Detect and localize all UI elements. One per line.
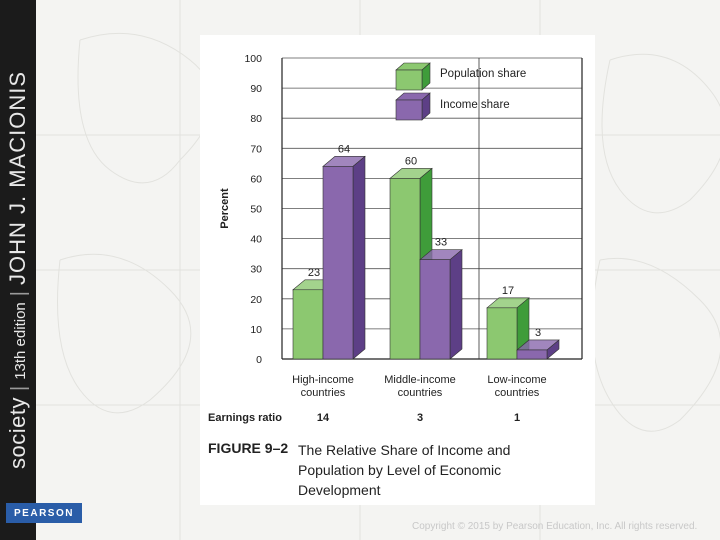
y-tick-label: 20 [250, 294, 262, 306]
population-bar-value-label: 23 [308, 267, 320, 279]
income-bar [322, 166, 354, 360]
legend-label-population: Population share [440, 68, 526, 80]
x-category-label: Middle-income [384, 374, 456, 386]
income-bar-side [449, 249, 463, 360]
book-spine: society|13th edition|JOHN J. MACIONIS [0, 0, 36, 540]
y-tick-label: 30 [250, 264, 262, 276]
y-tick-label: 0 [256, 354, 262, 366]
legend-label-income: Income share [440, 99, 510, 111]
income-bar-value-label: 33 [435, 237, 447, 249]
figure-caption-text: The Relative Share of Income and Populat… [298, 442, 511, 498]
y-axis-label: Percent [219, 188, 231, 229]
population-bar-value-label: 17 [502, 285, 514, 297]
earnings-ratio-label: Earnings ratio [208, 412, 282, 424]
income-bar [516, 349, 548, 360]
population-bar [292, 289, 324, 360]
income-bar-side [352, 155, 366, 360]
x-category-label: countries [398, 387, 443, 399]
x-category-label: Low-income [487, 374, 546, 386]
earnings-ratio-value: 14 [317, 412, 330, 424]
y-tick-label: 10 [250, 324, 262, 336]
y-tick-label: 60 [250, 173, 262, 185]
earnings-ratio-value: 3 [417, 412, 423, 424]
spine-title: society|13th edition|JOHN J. MACIONIS [5, 71, 30, 469]
x-category-label: High-income [292, 374, 354, 386]
bar-chart: 0102030405060708090100Percent23646033173… [208, 53, 583, 424]
spine-brand: society [5, 397, 30, 469]
y-tick-label: 90 [250, 83, 262, 95]
legend-swatch-income [395, 99, 423, 121]
y-tick-label: 70 [250, 143, 262, 155]
figure-number: FIGURE 9–2 [208, 440, 289, 456]
income-bar-value-label: 64 [338, 143, 350, 155]
legend-swatch-population [395, 69, 423, 91]
income-bar-value-label: 3 [535, 327, 541, 339]
copyright-notice: Copyright © 2015 by Pearson Education, I… [412, 521, 698, 532]
population-bar-value-label: 60 [405, 155, 417, 167]
y-tick-label: 100 [244, 53, 262, 65]
y-tick-label: 80 [250, 113, 262, 125]
x-category-label: countries [495, 387, 540, 399]
population-bar [389, 178, 421, 360]
earnings-ratio-value: 1 [514, 412, 520, 424]
population-bar [486, 307, 518, 360]
spine-author: JOHN J. MACIONIS [5, 71, 30, 286]
spine-edition: 13th edition [12, 302, 29, 380]
income-bar [419, 259, 451, 360]
pearson-logo: PEARSON [6, 503, 82, 523]
figure-panel: 0 10 20 30 40 50 60 70 80 90 100 Percent 23 64 60 33 17 3… [200, 35, 595, 505]
y-tick-label: 50 [250, 204, 262, 216]
figure-caption: FIGURE 9–2 The Relative Share of Income … [208, 440, 588, 500]
y-tick-label: 40 [250, 234, 262, 246]
x-category-label: countries [301, 387, 346, 399]
